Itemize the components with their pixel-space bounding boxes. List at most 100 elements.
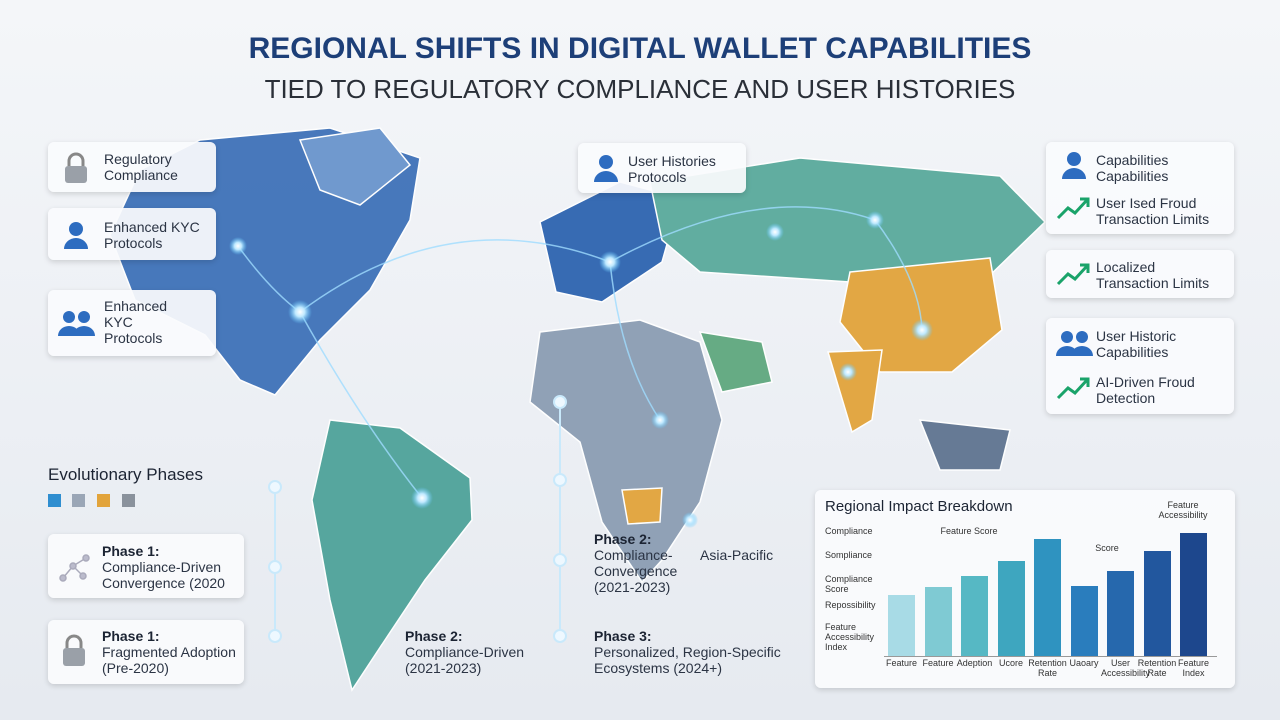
x-tick-label: Feature [885, 658, 918, 668]
connection-line [609, 261, 661, 421]
node [682, 512, 698, 528]
y-label: Compliance Score [825, 574, 873, 594]
info-card: Regulatory Compliance [48, 142, 216, 192]
node [839, 363, 857, 381]
info-card: User Histories Protocols [578, 143, 746, 193]
title: REGIONAL SHIFTS IN DIGITAL WALLET CAPABI… [248, 32, 1032, 65]
phases-title: Evolutionary Phases [48, 465, 203, 484]
node [766, 223, 784, 241]
card-label: Regulatory Compliance [104, 151, 178, 183]
node [229, 237, 247, 255]
info-card: Capabilities Capabilities User Ised Frou… [1046, 142, 1234, 234]
axis-line [884, 656, 1217, 657]
phase-swatch [122, 494, 135, 507]
x-tick-label: Adeption [956, 658, 993, 668]
x-tick-label: Feature [922, 658, 954, 668]
phase-text: Compliance-Driven Convergence (2020 [102, 559, 225, 591]
lock-icon [63, 634, 85, 666]
x-tick-label: Uaoary [1069, 658, 1099, 668]
timeline-ring [553, 629, 567, 643]
info-card: Enhanced KYC Protocols [48, 208, 216, 260]
connection-line [299, 311, 423, 499]
arabia [698, 331, 773, 393]
connection-line [299, 239, 611, 313]
timeline-ring [268, 560, 282, 574]
phase-card: Phase 1: Compliance-Driven Convergence (… [48, 534, 244, 598]
bar [1034, 539, 1061, 656]
node [911, 319, 933, 341]
south-america [311, 419, 473, 692]
southeast-asia [918, 419, 1011, 471]
node [651, 411, 669, 429]
bar [997, 561, 1025, 656]
bar [1070, 586, 1098, 656]
trend-icon [1056, 263, 1090, 286]
bar [924, 587, 952, 656]
bar [888, 595, 915, 656]
phase-swatch [72, 494, 85, 507]
y-label: Compliance [825, 526, 873, 536]
card-item: User Historic Capabilities [1096, 328, 1177, 360]
annotation: Feature Accessibility [1158, 500, 1208, 520]
user-icon [594, 155, 618, 182]
x-tick-label: User Accessibility [1101, 658, 1151, 678]
map-label-heading: Phase 3: [594, 628, 652, 644]
angola [621, 487, 663, 525]
bar [1107, 571, 1134, 656]
card-item: AI-Driven Froud Detection [1096, 374, 1195, 406]
timeline-ring [268, 480, 282, 494]
map-label-heading: Phase 2: [405, 628, 463, 644]
user-icon [1062, 152, 1086, 179]
card-item: Localized Transaction Limits [1096, 259, 1210, 291]
map-label-text: Compliance- Convergence (2021-2023) [594, 547, 678, 595]
greenland [298, 127, 412, 206]
card-item: Capabilities Capabilities [1096, 152, 1169, 184]
y-label: Sompliance [825, 550, 873, 560]
chart-title: Regional Impact Breakdown [825, 498, 1013, 515]
bar [1143, 551, 1171, 656]
annotation: Feature Score [940, 526, 998, 536]
card-label: Enhanced KYC Protocols [104, 219, 200, 251]
map-label-text: Asia-Pacific [700, 547, 774, 563]
map-label-heading: Phase 2: [594, 531, 652, 547]
bar [1180, 533, 1207, 656]
users-icon [58, 311, 95, 336]
x-tick-label: Ucore [998, 658, 1023, 668]
card-label: Enhanced KYC Protocols [104, 298, 168, 346]
node [411, 487, 433, 509]
phase-swatch [48, 494, 61, 507]
node [599, 251, 621, 273]
india [827, 349, 883, 434]
timeline-ring [553, 395, 567, 409]
card-item: User Ised Froud Transaction Limits [1096, 195, 1210, 227]
y-label: Feature Accessibility Index [825, 622, 875, 652]
network-icon [59, 554, 90, 582]
x-tick-label: Retention Rate [1137, 658, 1177, 678]
bar [961, 576, 988, 656]
subtitle: TIED TO REGULATORY COMPLIANCE AND USER H… [264, 74, 1016, 104]
africa [529, 319, 723, 584]
timeline-ring [553, 553, 567, 567]
x-tick-label: Retention Rate [1028, 658, 1067, 678]
y-label: Repossibility [825, 600, 876, 610]
timeline-ring [268, 629, 282, 643]
chart-panel: Regional Impact Breakdown Feature Feature… [815, 490, 1235, 688]
info-card: Enhanced KYC Protocols [48, 290, 216, 356]
lock-icon [65, 152, 87, 183]
trend-icon [1056, 197, 1090, 220]
info-card: User Historic Capabilities AI-Driven Fro… [1046, 318, 1234, 414]
map-label-text: Personalized, Region-Specific Ecosystems… [594, 644, 781, 676]
info-card: Localized Transaction Limits [1046, 250, 1234, 298]
card-label: User Histories Protocols [628, 153, 716, 185]
node [288, 300, 312, 324]
phase-heading: Phase 1: [102, 543, 160, 559]
phase-card: Phase 1: Fragmented Adoption (Pre-2020) [48, 620, 244, 684]
node [866, 211, 884, 229]
timeline-ring [553, 473, 567, 487]
user-icon [64, 222, 88, 249]
phase-swatch [97, 494, 110, 507]
map-label-text: Compliance-Driven (2021-2023) [405, 644, 525, 676]
connection-line [609, 206, 876, 263]
